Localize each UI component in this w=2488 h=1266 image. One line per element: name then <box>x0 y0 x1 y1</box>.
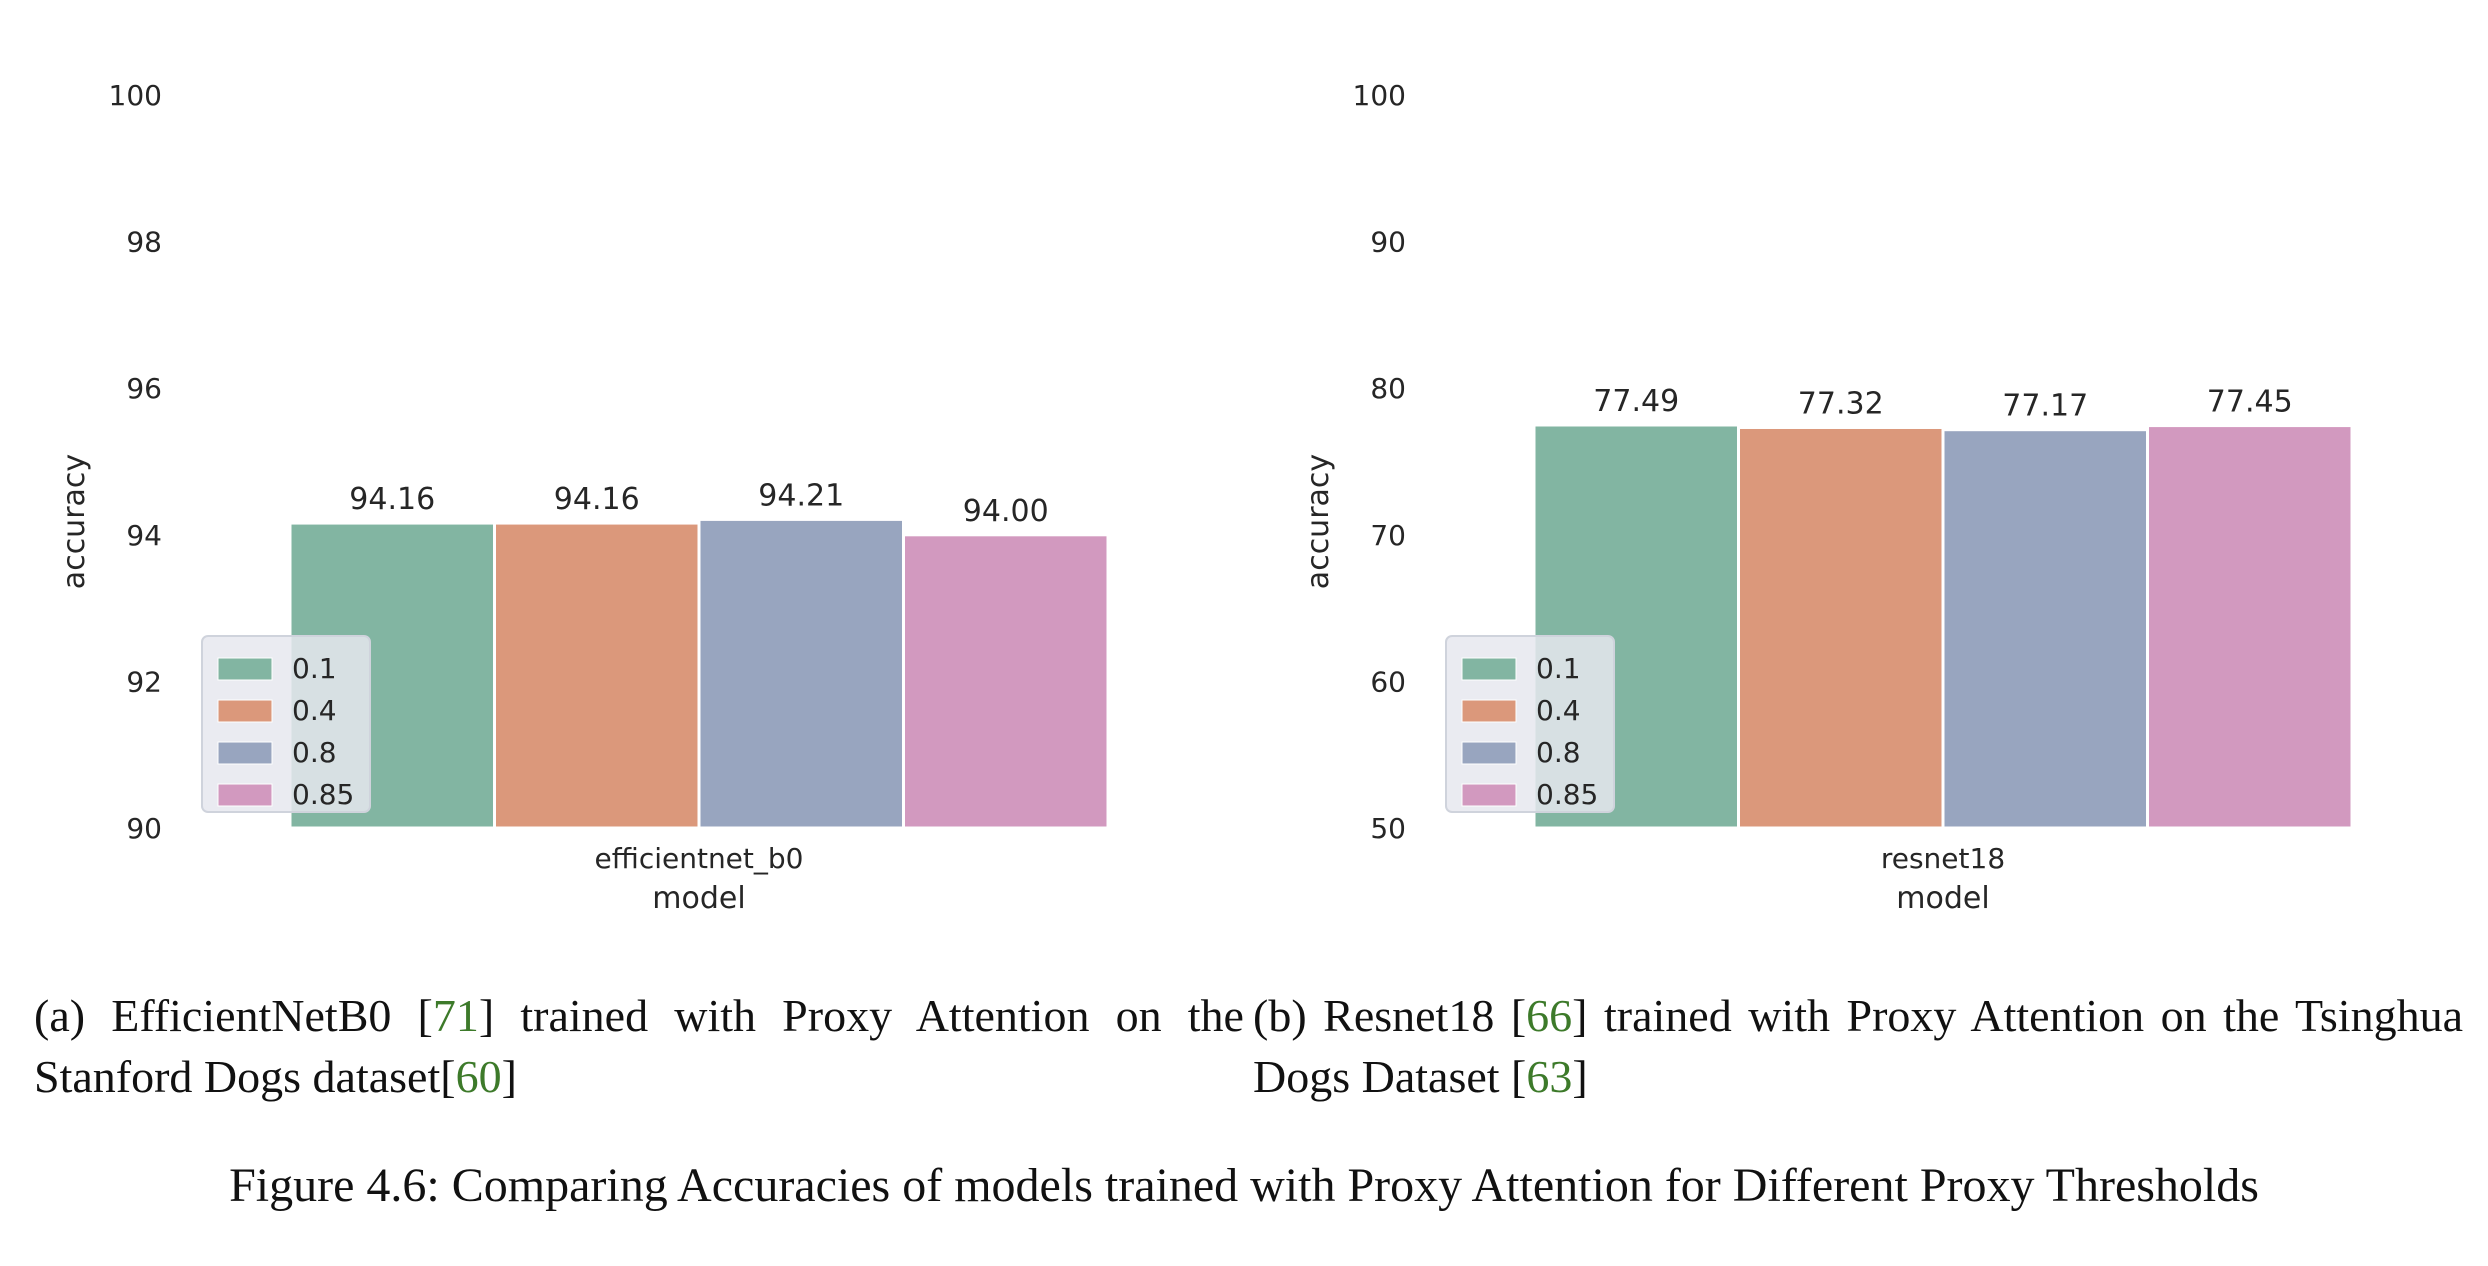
x-axis-label: model <box>1896 881 1989 916</box>
chart-resnet18: 50 60 70 80 90 100 accuracy 77.49 77.32 77.17 77.4… <box>1301 79 2354 916</box>
y-tick-label: 100 <box>109 79 162 112</box>
legend: 0.1 0.4 0.8 0.85 <box>1445 635 1615 813</box>
subcaption-b: (b) Resnet18 [66] trained with Proxy Att… <box>1253 985 2463 1107</box>
subcaption-a-prefix: (a) EfficientNetB0 [ <box>34 990 433 1041</box>
y-tick-label: 50 <box>1370 812 1406 845</box>
x-category-label: resnet18 <box>1881 842 2005 875</box>
y-tick-label: 92 <box>126 665 162 698</box>
bar-value-label: 77.45 <box>2207 385 2293 420</box>
legend-swatch <box>217 657 273 681</box>
citation-link[interactable]: 60 <box>455 1051 502 1102</box>
bar-0-4 <box>1737 425 1945 830</box>
bar-0-4 <box>493 521 701 830</box>
subcaption-a: (a) EfficientNetB0 [71] trained with Pro… <box>34 985 1244 1107</box>
y-tick-label: 90 <box>1370 226 1406 259</box>
bar-0-8 <box>697 517 905 830</box>
legend-label: 0.85 <box>1536 778 1598 811</box>
x-axis-label: model <box>652 881 745 916</box>
legend-swatch <box>1461 783 1517 807</box>
subcaption-b-middle: ] trained with Proxy Attention on the Ts… <box>1253 990 2463 1102</box>
y-tick-label: 100 <box>1353 79 1406 112</box>
legend-swatch <box>1461 699 1517 723</box>
bar-value-label: 94.16 <box>349 482 435 517</box>
citation-link[interactable]: 66 <box>1526 990 1573 1041</box>
y-tick-label: 94 <box>126 519 162 552</box>
legend-label: 0.4 <box>292 694 337 727</box>
citation-link[interactable]: 63 <box>1526 1051 1573 1102</box>
legend-swatch <box>1461 657 1517 681</box>
legend-label: 0.1 <box>1536 652 1581 685</box>
subcaption-b-suffix: ] <box>1572 1051 1588 1102</box>
legend-swatch <box>217 699 273 723</box>
chart-efficientnet: 90 92 94 96 98 100 accuracy 94.16 94.16 94.21 94.0… <box>57 79 1110 916</box>
bar-value-label: 94.16 <box>554 482 640 517</box>
bar-value-label: 94.21 <box>758 478 844 513</box>
bar-value-label: 77.17 <box>2002 389 2088 424</box>
bar-0-85 <box>2146 424 2354 830</box>
y-tick-label: 90 <box>126 812 162 845</box>
bar-value-label: 94.00 <box>963 494 1049 529</box>
y-tick-label: 96 <box>126 372 162 405</box>
figure-caption: Figure 4.6: Comparing Accuracies of mode… <box>229 1159 2259 1212</box>
subcaption-b-prefix: (b) Resnet18 [ <box>1253 990 1527 1041</box>
bar-value-label: 77.32 <box>1798 386 1884 421</box>
subcaption-a-middle: ] trained with Proxy Attention on the St… <box>34 990 1244 1102</box>
x-category-label: efficientnet_b0 <box>595 842 804 875</box>
citation-link[interactable]: 71 <box>432 990 479 1041</box>
legend: 0.1 0.4 0.8 0.85 <box>201 635 371 813</box>
legend-label: 0.1 <box>292 652 337 685</box>
legend-label: 0.85 <box>292 778 354 811</box>
y-tick-label: 98 <box>126 226 162 259</box>
legend-swatch <box>217 741 273 765</box>
y-axis-label: accuracy <box>1301 454 1336 589</box>
legend-label: 0.8 <box>1536 736 1581 769</box>
legend-swatch <box>1461 741 1517 765</box>
legend-label: 0.4 <box>1536 694 1581 727</box>
subcaption-a-suffix: ] <box>501 1051 517 1102</box>
y-axis-label: accuracy <box>57 454 92 589</box>
bar-0-85 <box>902 533 1110 830</box>
legend-swatch <box>217 783 273 807</box>
bar-value-label: 77.49 <box>1593 384 1679 419</box>
bar-0-8 <box>1941 428 2149 830</box>
y-tick-label: 70 <box>1370 519 1406 552</box>
y-tick-label: 80 <box>1370 372 1406 405</box>
y-tick-label: 60 <box>1370 665 1406 698</box>
legend-label: 0.8 <box>292 736 337 769</box>
